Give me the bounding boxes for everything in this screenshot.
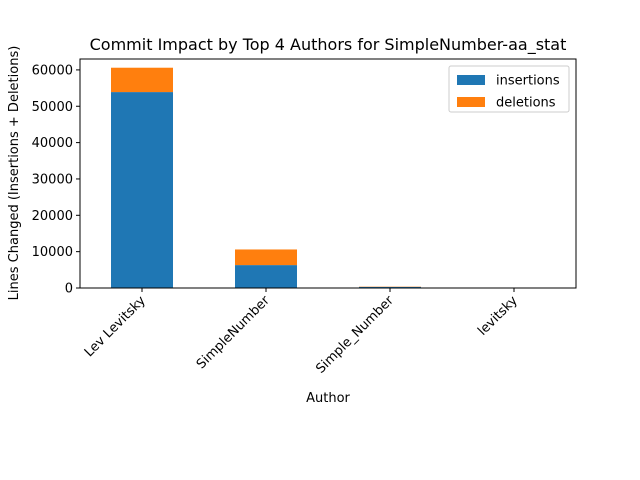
y-axis: 0 10000 20000 30000 40000 50000 60000 xyxy=(32,63,80,297)
legend-swatch-deletions xyxy=(457,97,485,107)
y-tick-label: 40000 xyxy=(32,136,73,151)
plot-frame xyxy=(79,58,577,289)
x-axis: Lev Levitsky SimpleNumber Simple_Number lev… xyxy=(82,288,521,377)
y-tick-label: 60000 xyxy=(32,63,73,78)
y-tick-label: 0 xyxy=(65,282,73,297)
bar-deletions-0 xyxy=(111,67,173,93)
x-axis-label: Author xyxy=(306,391,350,406)
y-tick-label: 10000 xyxy=(32,245,73,260)
legend-label-insertions: insertions xyxy=(496,74,560,89)
bar-insertions-1 xyxy=(235,265,297,288)
legend-label-deletions: deletions xyxy=(496,96,556,111)
bar-insertions-0 xyxy=(111,92,173,288)
x-tick-label: Simple_Number xyxy=(313,293,397,377)
y-tick-label: 50000 xyxy=(32,100,73,115)
bar-deletions-1 xyxy=(235,249,297,266)
y-tick-label: 20000 xyxy=(32,209,73,224)
x-tick-label: Lev Levitsky xyxy=(82,293,149,360)
chart-title: Commit Impact by Top 4 Authors for Simpl… xyxy=(90,35,567,55)
plot-area xyxy=(79,58,577,289)
x-tick-label: SimpleNumber xyxy=(194,293,273,372)
legend-swatch-insertions xyxy=(457,75,485,85)
bar-insertions-2 xyxy=(359,286,421,288)
x-tick-label: levitsky xyxy=(475,293,521,339)
legend: insertions deletions xyxy=(448,65,570,113)
y-tick-label: 30000 xyxy=(32,172,73,187)
y-axis-label: Lines Changed (Insertions + Deletions) xyxy=(7,46,22,301)
